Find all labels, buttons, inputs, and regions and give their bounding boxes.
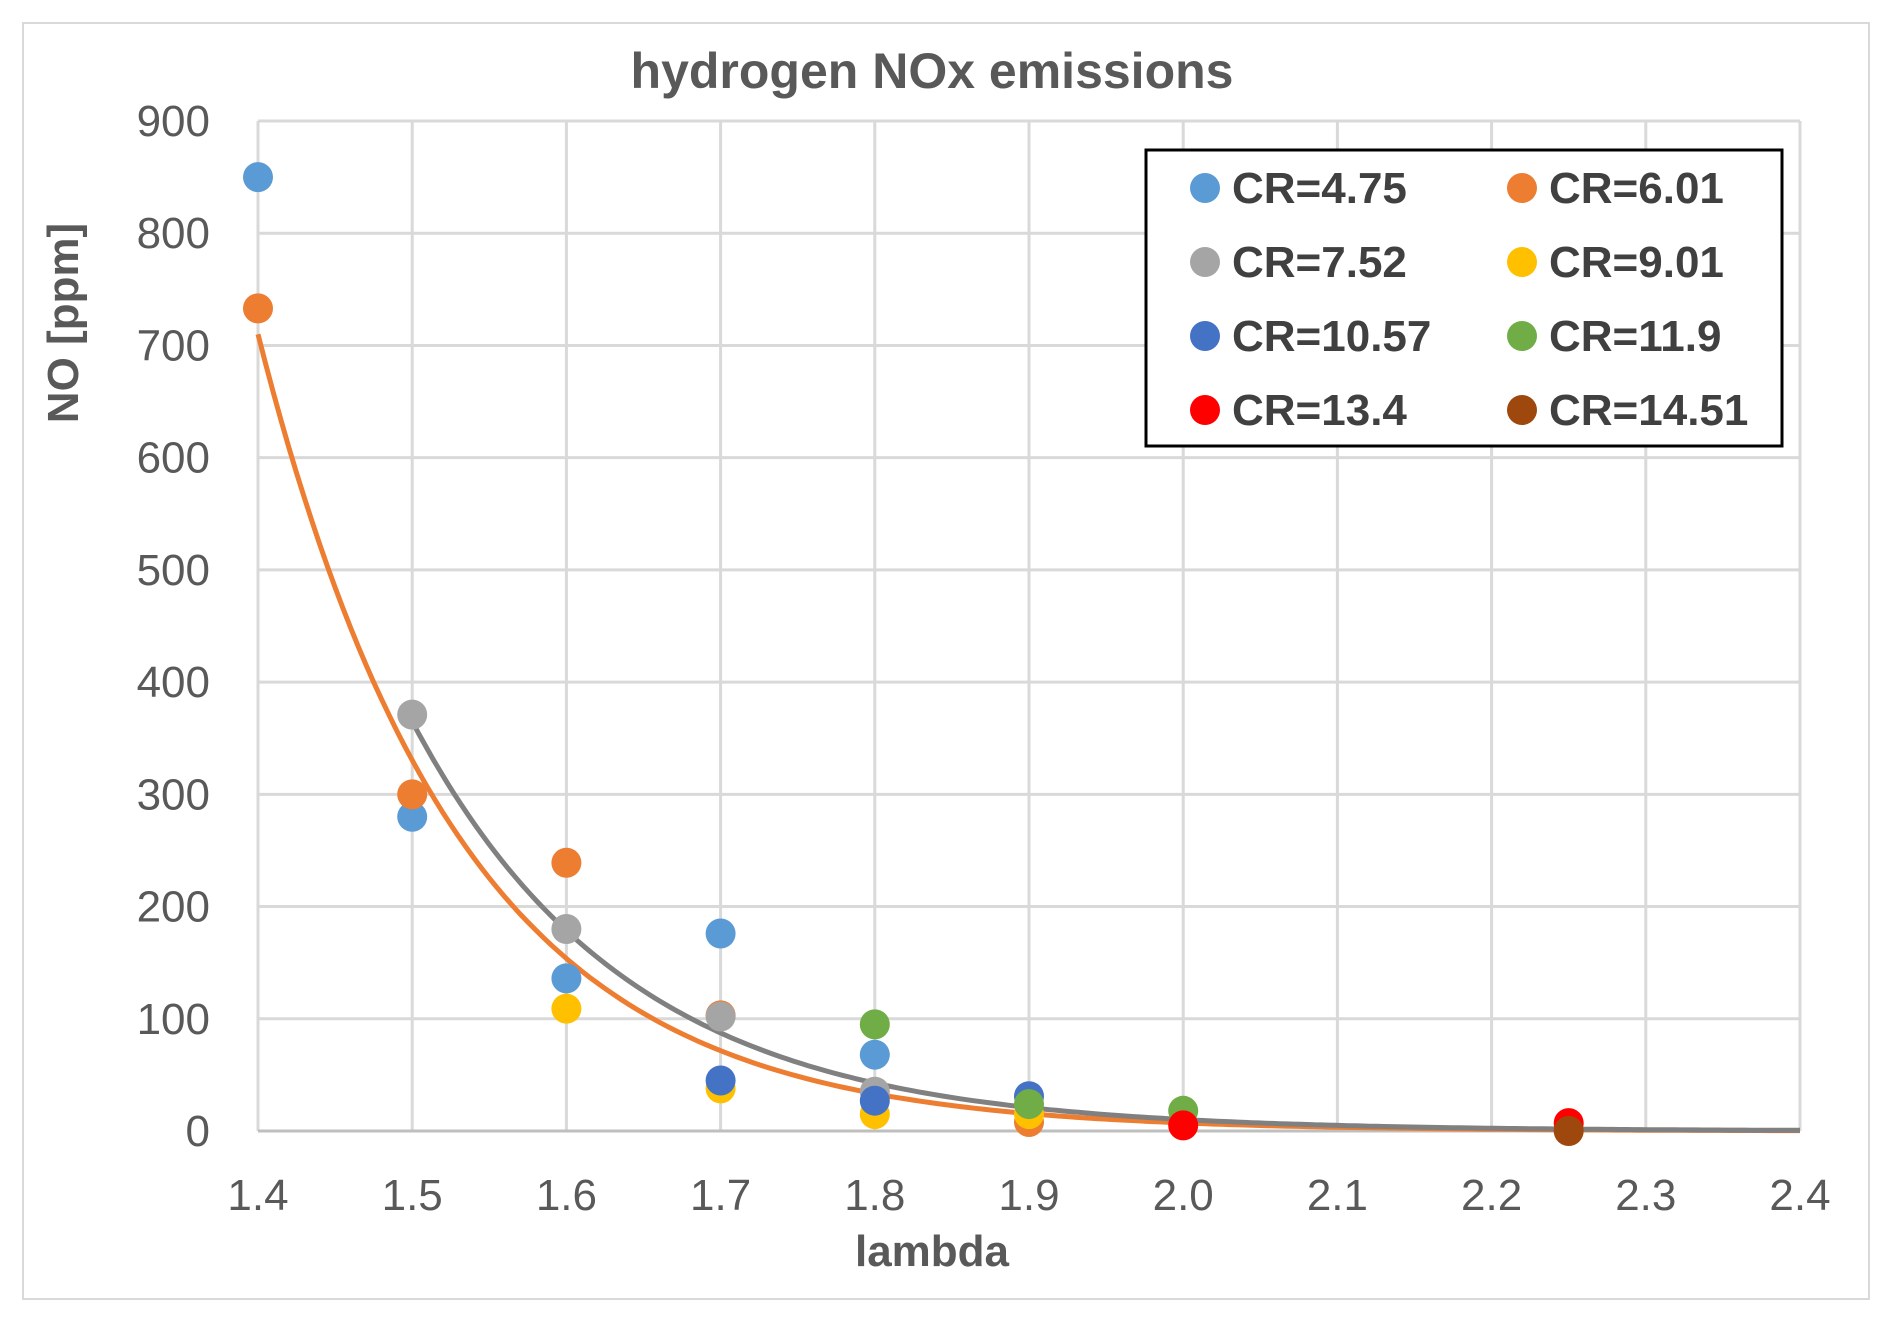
x-tick-label: 1.9 <box>998 1171 1059 1220</box>
y-tick-label: 500 <box>137 546 210 595</box>
legend-marker <box>1190 173 1220 203</box>
data-point-series-7 <box>1168 1110 1199 1141</box>
y-axis-title: NO [ppm] <box>39 223 88 423</box>
data-point-series-1 <box>397 801 428 832</box>
legend-marker <box>1507 247 1537 277</box>
x-tick-label: 2.2 <box>1461 1171 1522 1220</box>
y-tick-label: 700 <box>137 321 210 370</box>
y-tick-label: 300 <box>137 770 210 819</box>
legend-label: CR=4.75 <box>1232 164 1407 213</box>
legend-marker <box>1507 321 1537 351</box>
y-tick-label: 600 <box>137 434 210 483</box>
data-point-series-2 <box>551 847 582 878</box>
x-axis-ticks: 1.4 1.5 1.6 1.7 1.8 1.9 2.0 2.1 2.2 2.3 2.4 <box>227 1171 1830 1220</box>
x-tick-label: 1.4 <box>227 1171 288 1220</box>
legend-label: CR=6.01 <box>1549 164 1724 213</box>
legend-label: CR=11.9 <box>1549 312 1721 361</box>
x-tick-label: 1.6 <box>536 1171 597 1220</box>
y-tick-label: 200 <box>137 883 210 932</box>
data-points <box>243 162 1584 1146</box>
data-point-series-6 <box>1014 1089 1044 1120</box>
legend-label: CR=9.01 <box>1549 238 1724 287</box>
legend-label: CR=10.57 <box>1232 312 1431 361</box>
x-axis-title: lambda <box>855 1227 1010 1276</box>
legend-marker <box>1507 173 1537 203</box>
data-point-series-2 <box>397 779 428 810</box>
data-point-series-1 <box>705 918 736 949</box>
y-tick-label: 400 <box>137 658 210 707</box>
x-tick-label: 1.8 <box>844 1171 905 1220</box>
trendline-2 <box>409 720 1800 1133</box>
legend-box <box>1144 148 1784 448</box>
y-tick-label: 900 <box>137 97 210 146</box>
y-tick-label: 800 <box>137 209 210 258</box>
legend-label: CR=14.51 <box>1549 386 1748 435</box>
x-tick-label: 1.5 <box>382 1171 443 1220</box>
data-point-series-3 <box>705 1001 736 1032</box>
legend-marker <box>1507 395 1537 425</box>
y-axis-ticks: 0 100 200 300 400 500 600 700 800 900 <box>137 97 210 1156</box>
data-point-series-1 <box>859 1039 890 1070</box>
legend-marker <box>1190 247 1220 277</box>
legend-label: CR=7.52 <box>1232 238 1407 287</box>
y-tick-label: 0 <box>186 1107 210 1156</box>
data-point-series-8 <box>1553 1116 1584 1146</box>
legend-marker <box>1190 395 1220 425</box>
x-tick-label: 2.3 <box>1615 1171 1676 1220</box>
x-tick-label: 1.7 <box>690 1171 751 1220</box>
data-point-series-1 <box>551 963 582 994</box>
x-tick-label: 2.4 <box>1769 1171 1830 1220</box>
data-point-series-5 <box>705 1065 736 1096</box>
data-point-series-3 <box>397 699 428 730</box>
x-tick-label: 2.0 <box>1153 1171 1214 1220</box>
chart-title: hydrogen NOx emissions <box>631 43 1234 99</box>
y-tick-label: 100 <box>137 995 210 1044</box>
data-point-series-5 <box>859 1085 890 1116</box>
data-point-series-2 <box>243 293 273 324</box>
legend-marker <box>1190 321 1220 351</box>
data-point-series-6 <box>859 1009 890 1040</box>
legend-label: CR=13.4 <box>1232 386 1407 435</box>
data-point-series-3 <box>551 914 582 944</box>
legend: CR=4.75 CR=6.01 CR=7.52 CR=9.01 CR=10.57 CR=1… <box>1144 148 1784 448</box>
data-point-series-1 <box>243 162 273 193</box>
data-point-series-4 <box>551 993 582 1024</box>
x-tick-label: 2.1 <box>1307 1171 1368 1220</box>
